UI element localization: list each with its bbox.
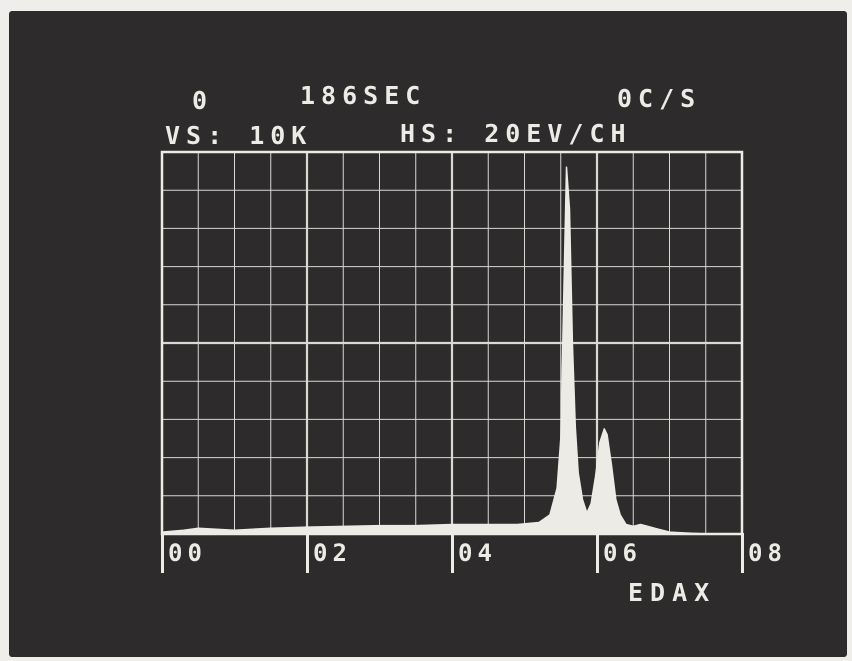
x-tick-mark <box>450 533 454 573</box>
x-tick-mark <box>595 533 599 573</box>
count-rate-readout: 0C/S <box>617 84 702 113</box>
x-tick-label: 02 <box>313 539 352 567</box>
x-tick-label: 04 <box>458 539 497 567</box>
x-tick-label: 08 <box>748 539 787 567</box>
spectrum-trace <box>161 166 743 535</box>
vertical-scale-readout: VS: 10K <box>165 121 313 150</box>
counts-readout: 0 <box>192 86 214 115</box>
x-tick-label: 06 <box>603 539 642 567</box>
live-time-readout: 186SEC <box>300 81 427 110</box>
x-tick-mark <box>305 533 309 573</box>
x-tick-mark <box>160 533 164 573</box>
horizontal-scale-readout: HS: 20EV/CH <box>400 119 632 148</box>
x-tick-mark <box>740 533 744 573</box>
edax-brand-label: EDAX <box>628 578 717 607</box>
major-grid <box>162 152 742 534</box>
x-tick-label: 00 <box>168 539 207 567</box>
crt-screen <box>9 11 847 657</box>
